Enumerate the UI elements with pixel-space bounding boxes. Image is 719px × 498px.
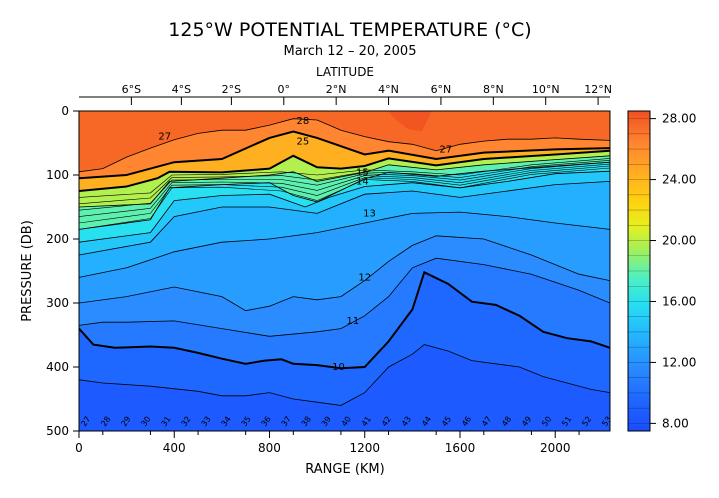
isotherm-13 [79,211,610,278]
chart-title: 125°W POTENTIAL TEMPERATURE (°C) [168,19,531,41]
isotherm-10 [79,270,610,370]
y-tick-label: 0 [61,104,69,118]
thermocline-line [79,158,610,198]
x-tick-label: 0 [75,441,83,455]
y-tick-label: 300 [46,296,69,310]
colorbar-tick-label: 12.00 [662,355,696,369]
thermocline-line [79,160,610,205]
top-axis-label: LATITUDE [316,65,374,79]
isotherm-25 [79,130,610,180]
colorbar-tick-label: 28.00 [662,112,696,126]
isotherm-15 [79,170,610,243]
top-tick-label: 4°S [172,83,191,96]
top-tick-label: 2°N [326,83,347,96]
station-label: 53 [600,415,613,429]
contour-label: 25 [296,137,309,148]
thermocline-line [79,165,610,224]
top-tick-label: 6°S [122,83,141,96]
x-tick-label: 1600 [445,441,476,455]
x-tick-label: 400 [163,441,186,455]
thermocline-line [79,161,610,211]
top-tick-label: 6°N [431,83,452,96]
isotherm-12 [79,235,610,312]
isotherm-18 [79,155,610,208]
y-tick-label: 100 [46,168,69,182]
contour-label: 12 [358,272,371,283]
top-tick-label: 4°N [378,83,399,96]
contour-label: 27 [439,144,452,155]
isotherm-14 [79,181,610,256]
contour-label: 27 [158,132,171,143]
contour-label: 10 [332,362,345,373]
top-tick-label: 12°N [584,83,612,96]
contour-label: 14 [356,176,369,187]
top-latitude-axis: 6°S 4°S 2°S 0° 2°N 4°N 6°N 8°N 10°N 12°N [79,83,612,105]
top-tick-label: 0° [278,83,291,96]
fill-band-below-9 [79,344,610,431]
x-axis-label: RANGE (KM) [305,462,384,477]
colorbar-tick-label: 16.00 [662,294,696,308]
colorbar-gradient [627,110,651,432]
contour-label: 15 [356,167,369,178]
y-axis: 0 100 200 300 400 500 [46,104,79,438]
x-tick-label: 800 [258,441,281,455]
x-tick-label: 1200 [349,441,380,455]
thermocline-line [79,167,610,230]
y-tick-label: 500 [46,424,69,438]
x-tick-label: 2000 [540,441,571,455]
y-tick-label: 200 [46,232,69,246]
isotherm-20 [79,149,610,192]
y-axis-label: PRESSURE (DB) [20,220,35,322]
colorbar-tick-label: 8.00 [662,416,689,430]
top-tick-label: 10°N [532,83,560,96]
top-tick-label: 8°N [483,83,504,96]
colorbar-tick-label: 20.00 [662,234,696,248]
contour-label: 13 [363,208,376,219]
y-tick-label: 400 [46,360,69,374]
top-tick-label: 2°S [222,83,241,96]
x-axis: 0 400 800 1200 1600 2000 [75,431,580,455]
thermocline-line [79,163,610,217]
chart-subtitle: March 12 – 20, 2005 [284,44,417,59]
isotherm-11 [79,257,610,337]
colorbar: 28.00 24.00 20.00 16.00 12.00 8.00 [627,110,696,432]
contour-label: 11 [346,316,359,327]
warm-pool-28 [388,111,432,132]
isotherm-9 [79,344,610,406]
isotherm-27 [79,118,610,173]
plot-frame [78,110,611,432]
contour-label: 28 [296,116,309,127]
colorbar-tick-label: 24.00 [662,173,696,187]
